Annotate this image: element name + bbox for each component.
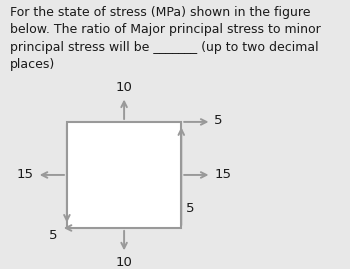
Text: 10: 10 (116, 256, 133, 269)
Text: 15: 15 (17, 168, 34, 182)
Text: 5: 5 (186, 202, 194, 215)
Text: For the state of stress (MPa) shown in the figure
below. The ratio of Major prin: For the state of stress (MPa) shown in t… (10, 6, 321, 71)
Text: 5: 5 (49, 229, 58, 242)
Text: 15: 15 (215, 168, 231, 182)
Text: 10: 10 (116, 81, 133, 94)
Bar (67, 122, 181, 228)
Text: 5: 5 (215, 114, 223, 127)
